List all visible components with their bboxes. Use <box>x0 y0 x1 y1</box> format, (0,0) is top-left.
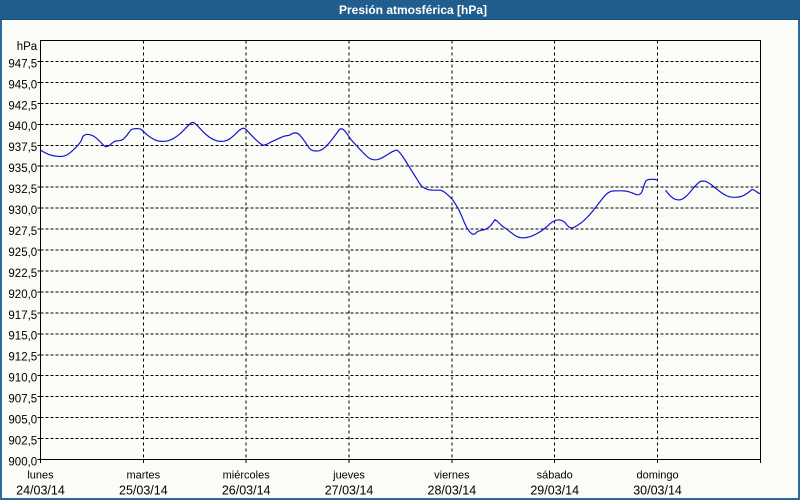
svg-text:940,0: 940,0 <box>8 121 37 133</box>
svg-text:26/03/14: 26/03/14 <box>222 484 271 498</box>
svg-text:29/03/14: 29/03/14 <box>530 484 579 498</box>
svg-text:900,0: 900,0 <box>8 456 37 468</box>
svg-text:25/03/14: 25/03/14 <box>119 484 168 498</box>
svg-text:domingo: domingo <box>636 470 678 482</box>
svg-text:927,5: 927,5 <box>8 226 37 238</box>
svg-text:24/03/14: 24/03/14 <box>16 484 65 498</box>
svg-text:920,0: 920,0 <box>8 289 37 301</box>
svg-text:miércoles: miércoles <box>223 470 271 482</box>
svg-text:922,5: 922,5 <box>8 268 37 280</box>
svg-text:917,5: 917,5 <box>8 310 37 322</box>
svg-text:hPa: hPa <box>17 41 38 53</box>
svg-text:932,5: 932,5 <box>8 184 37 196</box>
svg-text:912,5: 912,5 <box>8 352 37 364</box>
svg-text:902,5: 902,5 <box>8 435 37 447</box>
svg-text:935,0: 935,0 <box>8 163 37 175</box>
svg-text:947,5: 947,5 <box>8 58 37 70</box>
svg-text:925,0: 925,0 <box>8 247 37 259</box>
svg-text:sábado: sábado <box>537 470 573 482</box>
svg-text:28/03/14: 28/03/14 <box>428 484 477 498</box>
svg-text:905,0: 905,0 <box>8 415 37 427</box>
svg-text:27/03/14: 27/03/14 <box>325 484 374 498</box>
svg-text:910,0: 910,0 <box>8 373 37 385</box>
svg-text:jueves: jueves <box>332 470 365 482</box>
svg-text:30/03/14: 30/03/14 <box>633 484 682 498</box>
svg-text:907,5: 907,5 <box>8 394 37 406</box>
svg-text:942,5: 942,5 <box>8 100 37 112</box>
svg-text:lunes: lunes <box>27 470 54 482</box>
svg-text:937,5: 937,5 <box>8 142 37 154</box>
svg-text:martes: martes <box>127 470 161 482</box>
svg-text:945,0: 945,0 <box>8 79 37 91</box>
svg-text:viernes: viernes <box>434 470 470 482</box>
svg-text:930,0: 930,0 <box>8 205 37 217</box>
svg-text:915,0: 915,0 <box>8 331 37 343</box>
